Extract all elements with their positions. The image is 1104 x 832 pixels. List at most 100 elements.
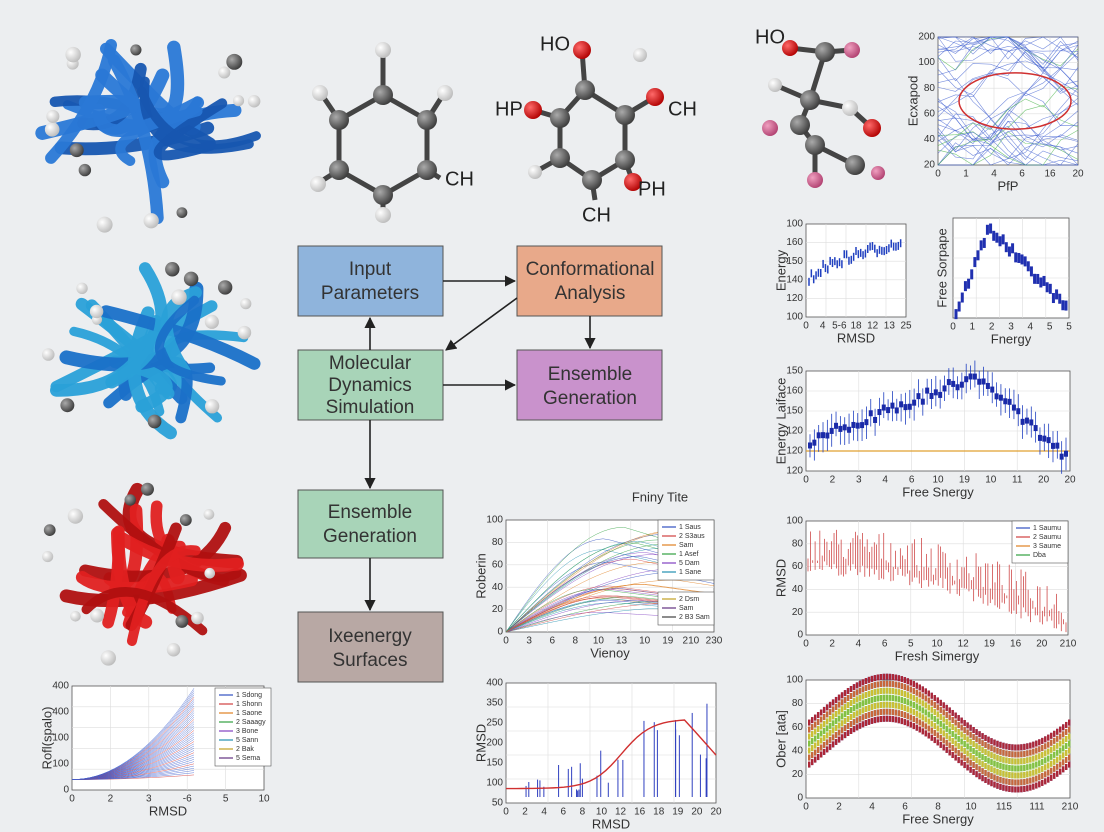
trace <box>864 692 868 699</box>
trace <box>819 730 823 737</box>
trace <box>987 757 990 764</box>
trace <box>810 752 814 759</box>
x-tick-label: 3 <box>146 794 152 805</box>
trace <box>1026 785 1029 792</box>
chart-title: Fniny Tite <box>632 489 688 504</box>
x-tick-label: 0 <box>803 321 809 332</box>
trace <box>1064 300 1068 311</box>
trace <box>1047 734 1050 741</box>
trace <box>867 718 871 725</box>
y-tick-label: 50 <box>492 798 504 809</box>
x-tick-label: 8 <box>935 802 941 813</box>
trace <box>993 746 996 753</box>
trace <box>813 728 817 735</box>
trace <box>975 764 978 771</box>
trace <box>939 720 942 727</box>
trace <box>870 696 874 703</box>
trace <box>861 721 865 728</box>
trace <box>954 754 957 761</box>
trace <box>837 701 841 708</box>
x-tick-label: 2 <box>108 794 114 805</box>
trace <box>1017 758 1020 765</box>
trace <box>993 767 996 774</box>
trace <box>1035 747 1038 754</box>
y-tick-label: 0 <box>797 630 803 641</box>
x-axis-label: RMSD <box>592 816 630 831</box>
trace <box>897 689 901 696</box>
trace <box>867 676 871 683</box>
chart-panel: 100 80 60 40 20 00 2 4 6 5 10 12 19 16 20 210 RMSD Fresh … <box>773 516 1076 664</box>
trace <box>808 747 811 754</box>
y-tick-label: 60 <box>792 722 804 733</box>
trace <box>822 727 826 734</box>
x-tick-label: 16 <box>1044 169 1056 180</box>
trace <box>948 707 951 714</box>
atom <box>175 614 189 628</box>
trace <box>936 725 939 732</box>
y-tick-label: 40 <box>924 134 936 145</box>
legend-label: 3 Bone <box>236 728 258 735</box>
node-label: Analysis <box>555 283 626 304</box>
trace <box>810 745 814 752</box>
atom <box>100 650 116 666</box>
trace <box>1005 771 1008 778</box>
x-tick-label: 10 <box>639 636 651 647</box>
trace <box>990 773 993 780</box>
trace <box>915 689 918 696</box>
trace <box>924 702 927 709</box>
trace <box>1059 761 1062 768</box>
trace <box>939 699 942 706</box>
trace <box>1017 786 1020 793</box>
trace <box>960 752 963 759</box>
trace <box>963 755 966 762</box>
x-tick-label: 2 <box>836 802 842 813</box>
trace <box>873 682 877 689</box>
trace <box>891 674 895 681</box>
trace <box>861 700 865 707</box>
trace <box>999 783 1002 790</box>
trace <box>909 686 913 693</box>
trace <box>972 748 975 755</box>
trace <box>1032 783 1035 790</box>
trace <box>915 703 918 710</box>
trace <box>1023 256 1027 267</box>
trace <box>852 719 856 726</box>
trace <box>1062 738 1065 745</box>
trace <box>834 724 838 731</box>
trace <box>1058 293 1062 304</box>
trace <box>903 712 907 719</box>
trace <box>837 715 841 722</box>
x-axis-label: PfP <box>998 178 1019 193</box>
trace <box>951 730 954 737</box>
trace <box>1023 785 1026 792</box>
legend-label: 2 Bak <box>236 746 254 753</box>
trace <box>864 699 868 706</box>
trace <box>900 676 904 683</box>
trace <box>1029 784 1032 791</box>
trace <box>918 726 921 733</box>
trace <box>1065 735 1068 742</box>
x-tick-label: 1 <box>970 322 976 333</box>
x-axis-label: Fresh Simergy <box>895 648 980 663</box>
x-tick-label: 6 <box>549 636 555 647</box>
trace <box>1008 757 1011 764</box>
trace <box>915 717 918 724</box>
trace <box>873 703 877 710</box>
trace <box>954 719 957 726</box>
trace <box>825 718 829 725</box>
trace <box>879 709 883 716</box>
trace <box>894 716 898 723</box>
trace <box>942 737 945 744</box>
trace <box>828 715 832 722</box>
trace <box>1017 765 1020 772</box>
trace <box>1011 404 1016 411</box>
trace <box>924 695 927 702</box>
ribbon <box>102 525 125 629</box>
legend-label: 1 Sdong <box>236 692 262 699</box>
x-tick-label: 6 <box>902 802 908 813</box>
trace <box>876 695 880 702</box>
trace <box>1026 778 1029 785</box>
x-tick-label: 12 <box>615 807 627 818</box>
trace <box>888 687 892 694</box>
trace <box>1002 777 1005 784</box>
